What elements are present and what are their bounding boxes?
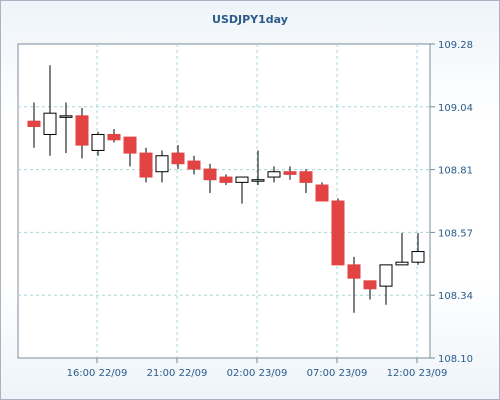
y-tick-label: 108.81 [438,166,473,177]
candle [155,150,169,183]
candle [299,169,313,194]
y-tick-label: 108.10 [438,354,473,365]
candle [75,107,89,159]
candle [379,264,393,305]
candle-body-down [219,176,233,183]
y-tick-label: 109.28 [438,40,473,51]
candle-body-down [203,168,217,181]
candle [267,166,281,183]
candle-body-down [299,171,313,183]
candle [91,131,105,156]
candle-body-down [331,200,345,266]
candle [43,65,57,156]
y-tick-label: 109.04 [438,103,473,114]
candle-body-up [251,179,265,182]
candle-body-up [155,155,169,173]
x-tick-label: 12:00 23/09 [387,368,448,379]
candle-body-down [75,115,89,146]
candle-body-up [43,112,57,135]
candle [107,129,121,143]
candle [139,147,153,183]
candle [363,280,377,300]
candles [27,65,425,313]
candle-body-up [235,176,249,183]
candle-body-down [107,133,121,141]
chart-title: USDJPY1day [212,13,288,26]
candle-body-down [171,152,185,165]
candle-body-up [379,264,393,287]
candle-body-down [363,280,377,290]
x-tick-label: 21:00 22/09 [147,368,208,379]
candle [187,155,201,175]
candle-body-up [395,261,409,266]
candle [59,102,73,154]
axes: 109.28 109.04 108.81 108.57 108.34 108.10 16:0… [67,40,473,379]
candle [347,256,361,313]
candle [283,166,297,180]
y-tick-label: 108.34 [438,291,473,302]
x-tick-label: 07:00 23/09 [307,368,368,379]
candle [27,102,41,148]
candle-body-down [283,171,297,175]
candle [315,182,329,202]
plot-area [17,43,431,359]
candle [251,150,265,186]
candle [235,176,249,204]
candle [331,198,345,266]
candle-body-up [59,115,73,118]
candle-body-down [123,136,137,154]
candle-body-up [267,171,281,178]
candle [203,163,217,194]
candle-body-up [91,133,105,151]
candle-body-down [187,160,201,170]
x-tick-label: 02:00 23/09 [227,368,288,379]
candle-body-down [27,120,41,127]
x-tick-label: 16:00 22/09 [67,368,128,379]
candle [219,174,233,186]
y-tick-label: 108.57 [438,228,473,239]
candle [395,232,409,266]
candle-body-down [139,152,153,178]
candle-body-down [315,184,329,202]
candle [171,145,185,170]
candle [123,136,137,167]
candle [411,232,425,265]
candle-body-down [347,264,361,279]
candle-body-up [411,251,425,263]
